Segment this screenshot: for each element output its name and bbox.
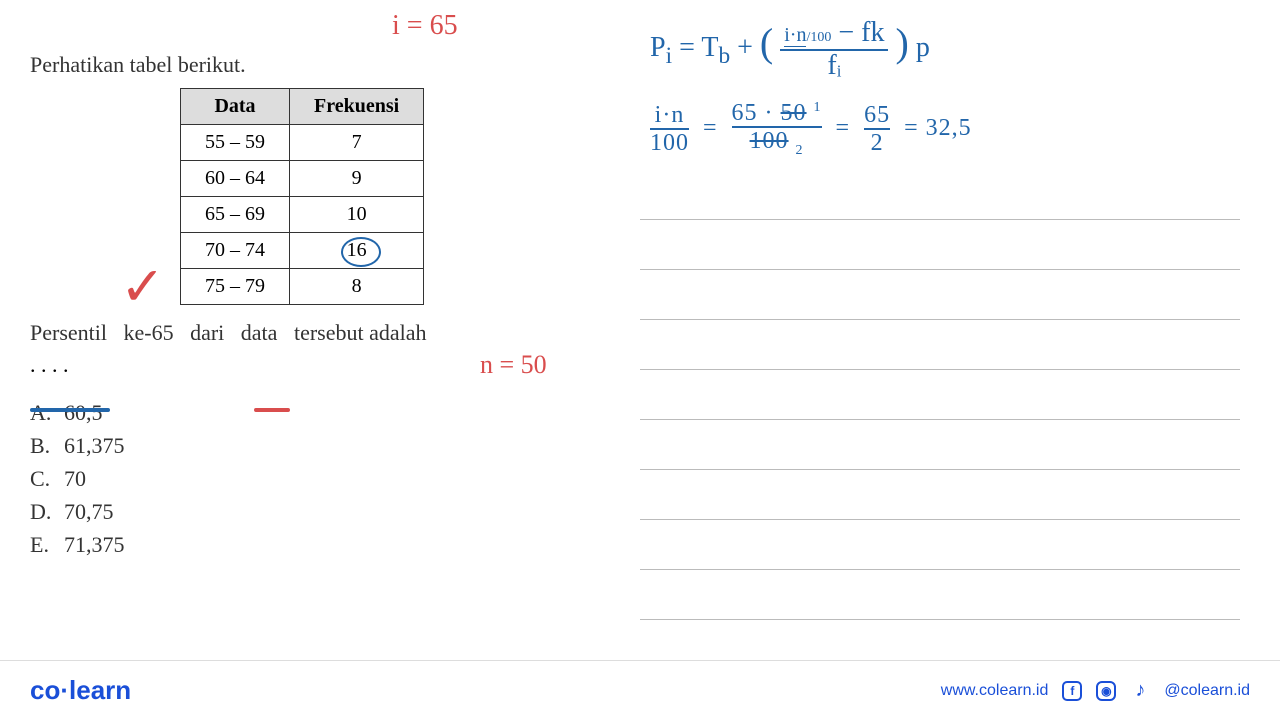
cell-freq: 9 bbox=[290, 161, 424, 197]
footer-handle: @colearn.id bbox=[1164, 682, 1250, 700]
facebook-icon: f bbox=[1062, 681, 1082, 701]
prompt-word: tersebut adalah bbox=[294, 320, 427, 345]
footer-url: www.colearn.id bbox=[941, 682, 1049, 700]
table-header-row: Data Frekuensi bbox=[181, 89, 424, 125]
question-panel: i = 65 Perhatikan tabel berikut. Data Fr… bbox=[0, 0, 640, 650]
brand-logo: co·learn bbox=[30, 675, 131, 706]
table-row: 60 – 64 9 bbox=[181, 161, 424, 197]
prompt-word: data bbox=[241, 320, 278, 345]
cell-data: 65 – 69 bbox=[181, 197, 290, 233]
table-row: 75 – 79 8 bbox=[181, 269, 424, 305]
question-intro: Perhatikan tabel berikut. bbox=[30, 52, 610, 78]
table-row: 55 – 59 7 bbox=[181, 125, 424, 161]
percentile-formula: Pi = Tb + ( i·n/100 − fk fᵢ ) p bbox=[650, 18, 930, 82]
option-e: E.71,375 bbox=[30, 528, 610, 561]
footer: co·learn www.colearn.id f ◉ ♪ @colearn.i… bbox=[0, 660, 1280, 720]
cell-data: 70 – 74 bbox=[181, 233, 290, 269]
prompt-word: Persentil bbox=[30, 320, 107, 345]
option-d: D.70,75 bbox=[30, 495, 610, 528]
footer-links: www.colearn.id f ◉ ♪ @colearn.id bbox=[941, 681, 1250, 701]
underline-1 bbox=[30, 408, 110, 412]
frequency-table: Data Frekuensi 55 – 59 7 60 – 64 9 65 – … bbox=[180, 88, 424, 305]
header-freq: Frekuensi bbox=[290, 89, 424, 125]
option-a: A.60,5 bbox=[30, 396, 610, 429]
underline-2 bbox=[254, 408, 290, 412]
cell-freq: 7 bbox=[290, 125, 424, 161]
cell-data: 75 – 79 bbox=[181, 269, 290, 305]
table-row: 70 – 74 16 bbox=[181, 233, 424, 269]
prompt-word: ke-65 bbox=[124, 320, 174, 345]
work-panel: Pi = Tb + ( i·n/100 − fk fᵢ ) p i·n 100 … bbox=[640, 0, 1280, 650]
annotation-i-value: i = 65 bbox=[392, 10, 458, 42]
circled-value: 16 bbox=[347, 239, 367, 262]
checkmark-annotation: ✓ bbox=[120, 255, 165, 318]
question-prompt: Persentil ke-65 dari data tersebut adala… bbox=[30, 320, 610, 346]
table-row: 65 – 69 10 bbox=[181, 197, 424, 233]
cell-freq: 10 bbox=[290, 197, 424, 233]
calculation-line: i·n 100 = 65 · 50 1 100 2 = 65 2 = 32,5 bbox=[650, 100, 972, 159]
cell-freq: 8 bbox=[290, 269, 424, 305]
tiktok-icon: ♪ bbox=[1130, 681, 1150, 701]
option-c: C.70 bbox=[30, 462, 610, 495]
cell-freq: 16 bbox=[290, 233, 424, 269]
answer-options: A.60,5 B.61,375 C.70 D.70,75 E.71,375 bbox=[30, 396, 610, 561]
prompt-word: dari bbox=[190, 320, 224, 345]
annotation-n-value: n = 50 bbox=[480, 350, 547, 380]
header-data: Data bbox=[181, 89, 290, 125]
ruled-lines bbox=[640, 170, 1240, 620]
instagram-icon: ◉ bbox=[1096, 681, 1116, 701]
option-b: B.61,375 bbox=[30, 429, 610, 462]
cell-data: 60 – 64 bbox=[181, 161, 290, 197]
cell-data: 55 – 59 bbox=[181, 125, 290, 161]
